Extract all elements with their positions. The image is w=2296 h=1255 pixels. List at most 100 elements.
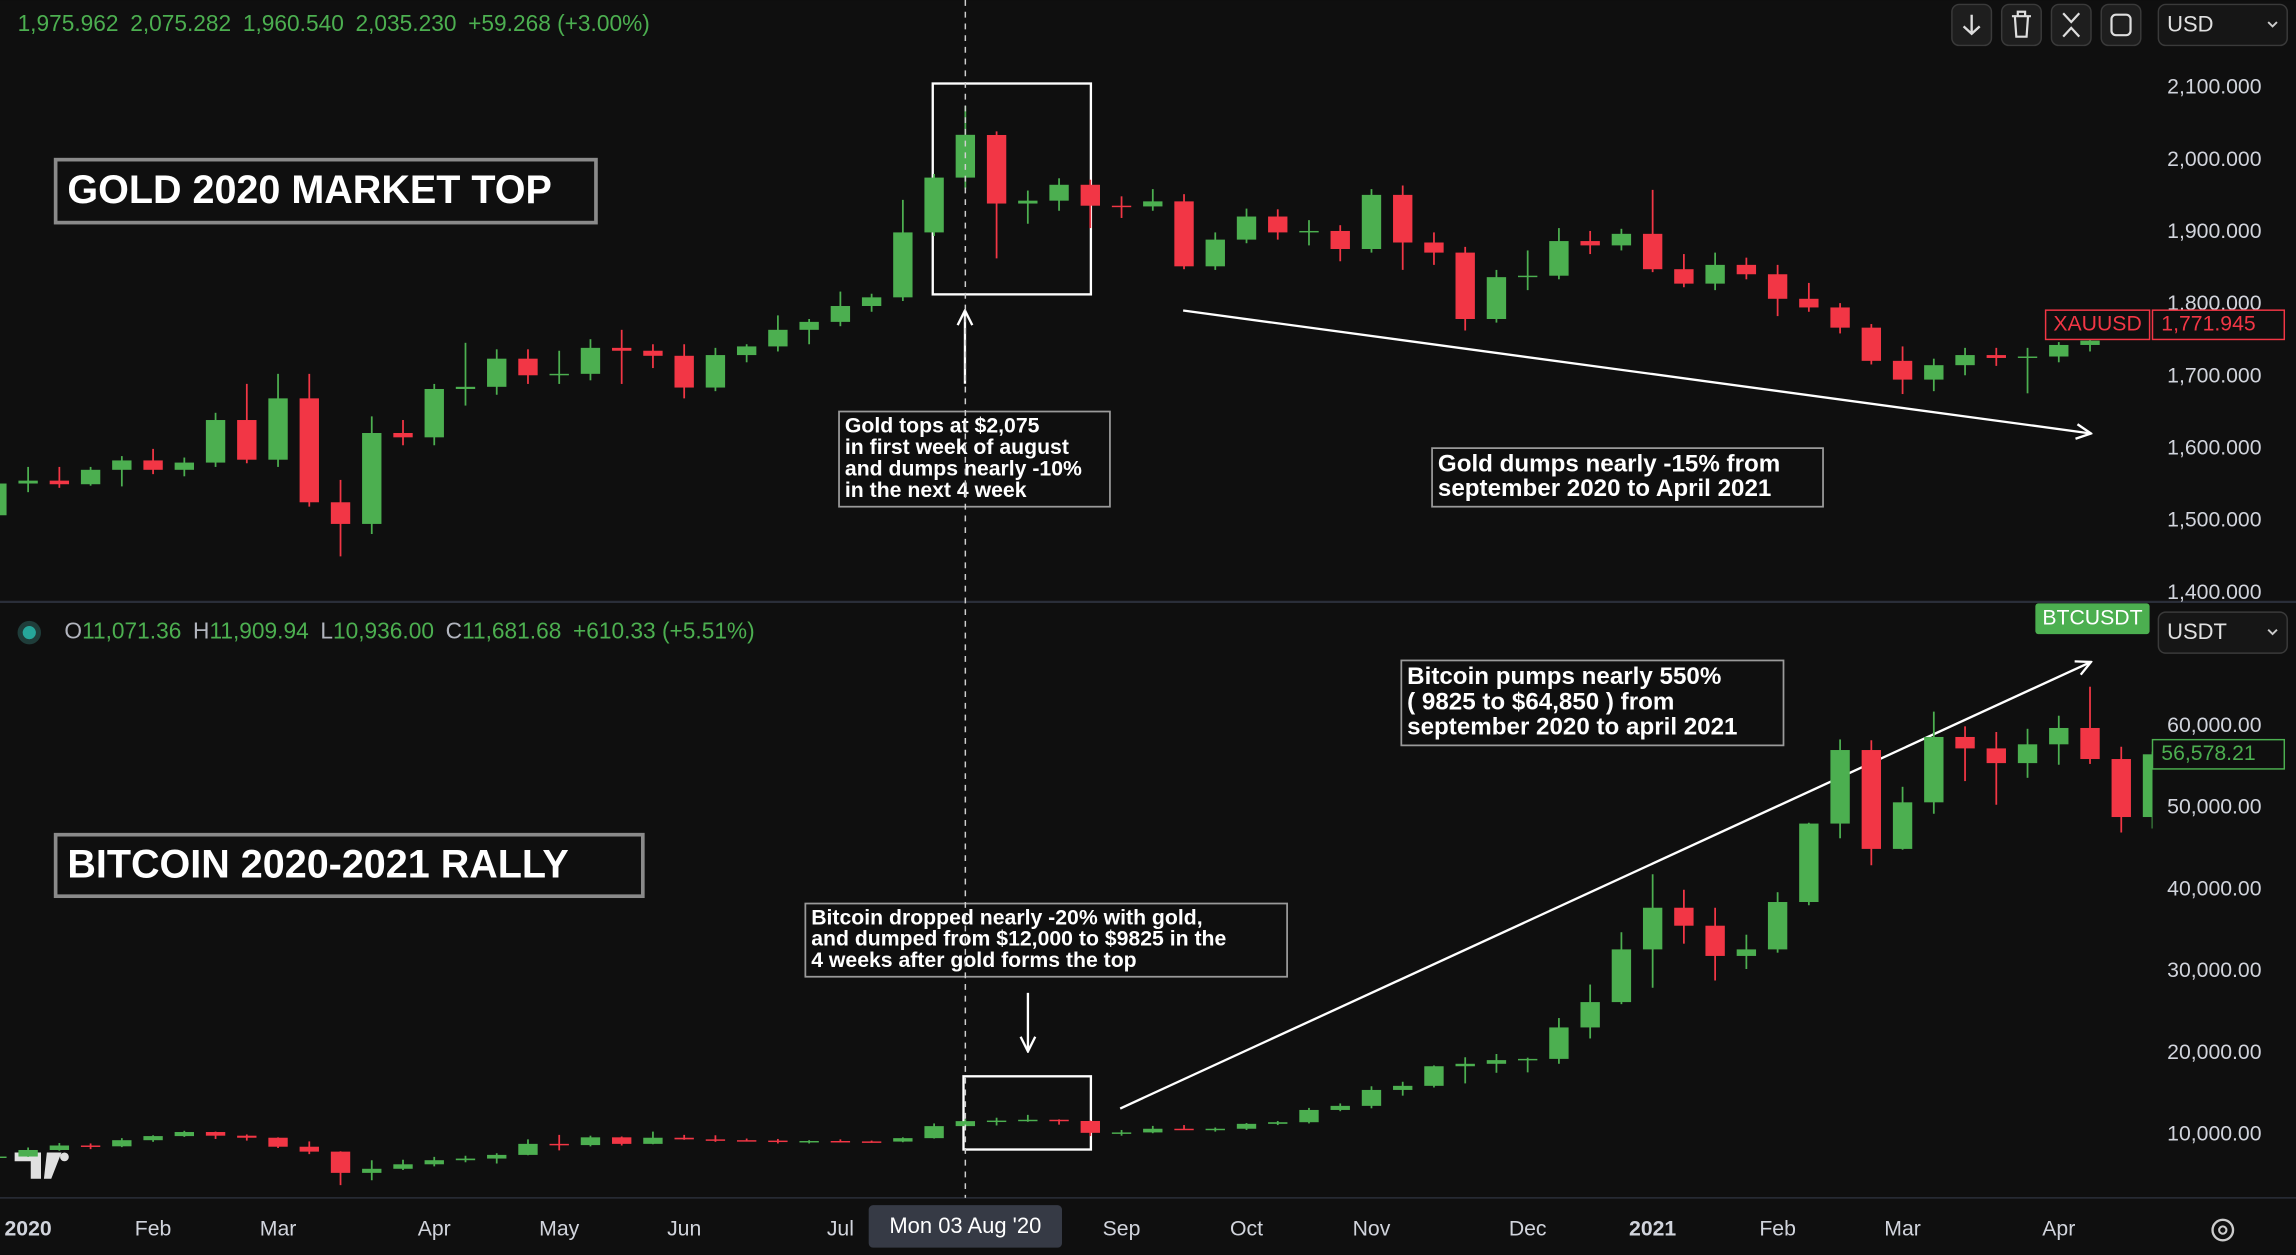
- y-tick-label: 20,000.00: [2167, 1041, 2261, 1064]
- note-text: in the next 4 week: [845, 479, 1027, 502]
- ohlc-value: 11,909.94: [209, 618, 308, 644]
- candle-body: [674, 1137, 694, 1140]
- candle-body: [549, 1143, 569, 1146]
- candle-body: [1674, 907, 1694, 926]
- x-tick-label: Sep: [1103, 1218, 1141, 1241]
- candle-body: [424, 388, 444, 438]
- currency-dropdown[interactable]: [2157, 611, 2288, 654]
- title-box: [53, 832, 645, 899]
- candle-body: [1861, 750, 1882, 849]
- candle-body: [205, 1132, 226, 1136]
- price-tag: [2151, 309, 2286, 341]
- delete-button[interactable]: [2000, 3, 2042, 47]
- candle-body: [487, 1154, 507, 1159]
- collapse-button[interactable]: [2050, 3, 2092, 47]
- x-tick-label: Mar: [1884, 1218, 1921, 1241]
- candle-body: [455, 386, 476, 389]
- dropdown-caret: [2267, 629, 2278, 636]
- candle-body: [1486, 1060, 1507, 1064]
- x-tick-label: Jul: [827, 1218, 854, 1241]
- candle-body: [1924, 365, 1944, 380]
- candle-body: [1517, 1058, 1538, 1061]
- candles: [0, 686, 2153, 1186]
- candle-body: [330, 1151, 351, 1173]
- y-tick-label: 40,000.00: [2167, 877, 2261, 900]
- candle-body: [2142, 754, 2153, 818]
- toolbar: USD USDT: [1951, 3, 2288, 654]
- y-tick-label: 60,000.00: [2167, 714, 2261, 737]
- candle-body: [2080, 727, 2100, 760]
- x-tick-label: Feb: [1759, 1218, 1796, 1241]
- ohlc-value: 1,975.962: [18, 10, 119, 36]
- candle-body: [580, 347, 601, 374]
- title-box: [53, 157, 598, 225]
- candle-body: [643, 1137, 663, 1144]
- note-text: in first week of august: [845, 436, 1069, 459]
- x-tick-label: Dec: [1509, 1218, 1547, 1241]
- candle-body: [330, 502, 351, 524]
- candle-body: [1986, 748, 2006, 764]
- candle-body: [362, 1168, 382, 1173]
- candle-body: [1299, 1109, 1319, 1123]
- candle-body: [487, 358, 507, 387]
- y-tick-label: 1,900.000: [2167, 220, 2261, 243]
- y-tick-label: 1,600.000: [2167, 436, 2261, 459]
- note-box: [1400, 659, 1785, 747]
- x-tick-label: Feb: [135, 1218, 172, 1241]
- candle-body: [1955, 355, 1975, 366]
- x-tick-label: May: [539, 1218, 579, 1241]
- candle-body: [674, 355, 694, 388]
- candle-body: [1455, 252, 1475, 319]
- candle-body: [518, 358, 538, 376]
- candle-body: [705, 1139, 726, 1141]
- candle-body: [0, 483, 7, 516]
- status-dot: [22, 626, 36, 640]
- candle-body: [1799, 823, 1819, 903]
- candle-body: [1393, 1085, 1413, 1090]
- logo: [14, 1152, 69, 1179]
- ohlc-key: L: [320, 618, 333, 644]
- note-box: [838, 410, 1111, 508]
- candles: [0, 105, 2100, 557]
- candle-body: [174, 1132, 195, 1137]
- dropdown-caret: [2267, 21, 2278, 28]
- highlight-box: [962, 1075, 1093, 1151]
- candle-body: [1830, 750, 1850, 824]
- candle-body: [2017, 356, 2038, 358]
- note-text: Bitcoin dropped nearly -20% with gold,: [811, 906, 1202, 929]
- note-text: ( 9825 to $64,850 ) from: [1407, 688, 1674, 715]
- candle-body: [299, 398, 319, 503]
- candle-body: [393, 433, 413, 438]
- maximize-button[interactable]: [2100, 3, 2142, 47]
- ohlc-value: 10,936.00: [333, 618, 434, 644]
- candle-body: [1705, 264, 1725, 284]
- settings-icon[interactable]: [2211, 1218, 2235, 1242]
- candle-body: [80, 1145, 101, 1147]
- candle-body: [1799, 298, 1819, 308]
- note-text: Gold dumps nearly -15% from: [1438, 450, 1780, 477]
- candle-body: [1236, 216, 1257, 240]
- candle-body: [549, 373, 569, 376]
- candle-body: [643, 350, 663, 356]
- candle-body: [1111, 1132, 1132, 1134]
- x-tick-label: 2021: [1629, 1218, 1676, 1241]
- symbol-tag: [2035, 603, 2150, 635]
- note-text: september 2020 to April 2021: [1438, 475, 1771, 502]
- y-tick-label: 30,000.00: [2167, 959, 2261, 982]
- candle-body: [1424, 1066, 1444, 1086]
- candle-body: [1330, 1105, 1350, 1110]
- ohlc-value: +610.33 (+5.51%): [573, 618, 755, 644]
- candle-body: [49, 480, 70, 485]
- candle-body: [861, 297, 882, 307]
- price-tag-label: 56,578.21: [2161, 742, 2255, 765]
- note-text: and dumps nearly -10%: [845, 458, 1082, 481]
- currency-dropdown[interactable]: [2157, 3, 2288, 47]
- candle-body: [924, 177, 944, 233]
- candle-body: [268, 1137, 288, 1147]
- candle-body: [0, 1156, 7, 1158]
- candle-body: [2080, 340, 2100, 345]
- candle-body: [1767, 902, 1788, 950]
- candle-body: [861, 1141, 882, 1143]
- candle-body: [1674, 269, 1694, 284]
- candle-body: [1580, 1002, 1600, 1028]
